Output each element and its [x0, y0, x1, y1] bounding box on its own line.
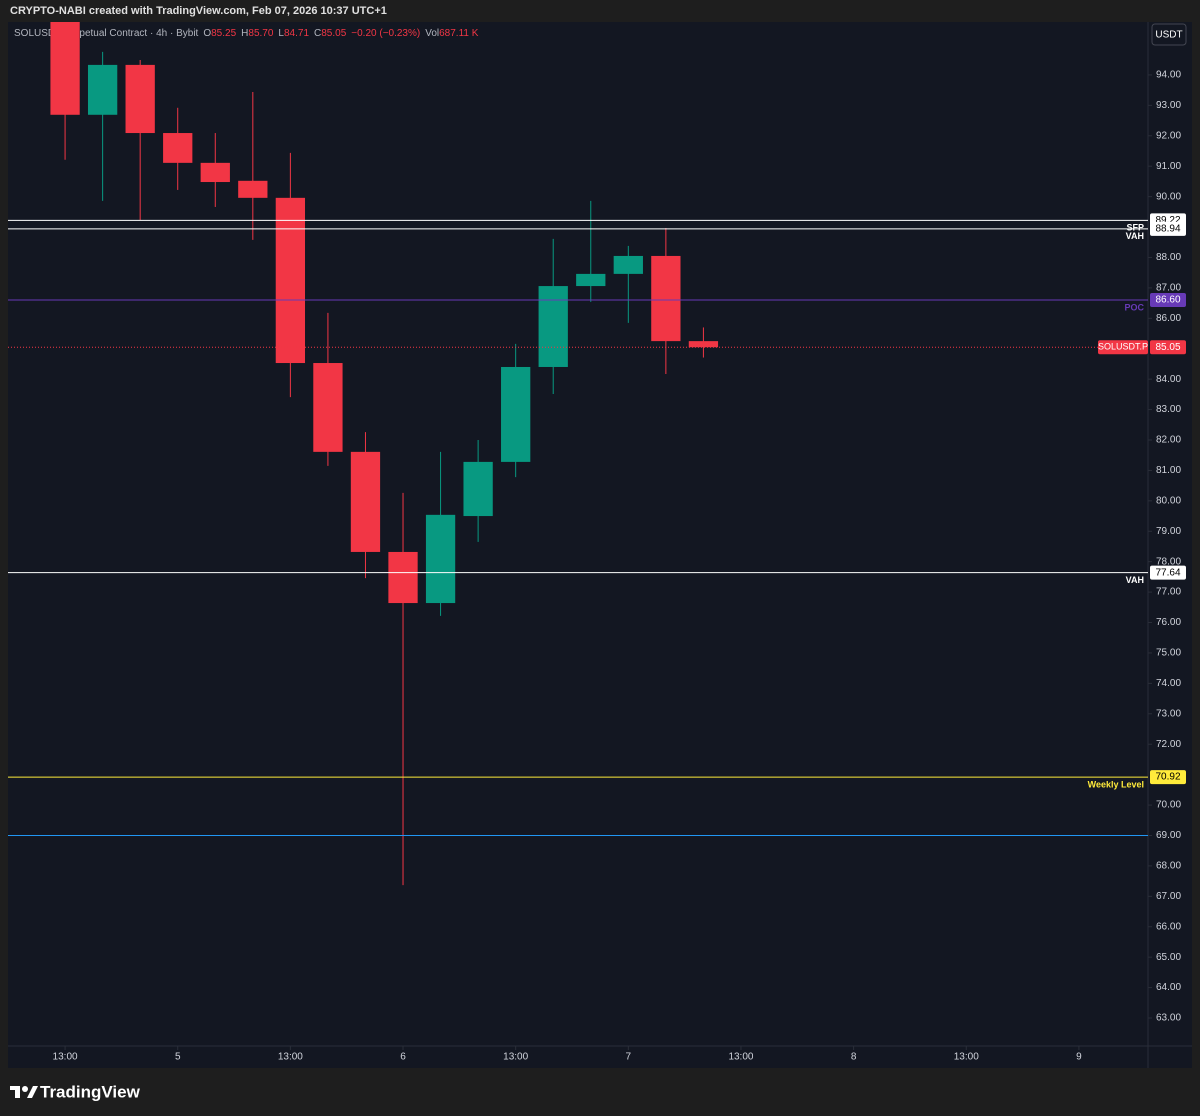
level-tag: SOLUSDT.P [1098, 342, 1148, 352]
candle-body [501, 366, 531, 462]
candle-body [200, 162, 230, 183]
legend-text: O [203, 28, 211, 39]
x-tick-label: 6 [400, 1052, 406, 1063]
y-tick-label: 65.00 [1156, 952, 1181, 963]
x-tick-label: 13:00 [954, 1052, 979, 1063]
legend-text: 85.25 [211, 28, 236, 39]
x-tick-label: 8 [851, 1052, 857, 1063]
currency[interactable]: USDT [1155, 30, 1182, 41]
price-label-box [1150, 340, 1186, 355]
price-label-box [1150, 293, 1186, 308]
legend-text: Vol [425, 28, 439, 39]
legend-text: C [314, 28, 321, 39]
level-name: VAH [1126, 575, 1144, 585]
legend-text: 687.11 K [439, 28, 479, 39]
legend-text: 85.70 [248, 28, 273, 39]
candle-body [350, 451, 381, 552]
x-tick-label: 5 [175, 1052, 181, 1063]
x-tick-label: 13:00 [53, 1052, 78, 1063]
y-tick-label: 72.00 [1156, 739, 1181, 750]
y-tick-label: 79.00 [1156, 526, 1181, 537]
y-tick-label: 88.00 [1156, 252, 1181, 263]
y-tick-label: 73.00 [1156, 708, 1181, 719]
candle-body [651, 255, 681, 342]
currency-button[interactable] [1151, 23, 1187, 46]
candle-body [688, 341, 719, 348]
price-label: 70.92 [1155, 772, 1180, 783]
legend-text: H [241, 28, 248, 39]
price-label-box [1150, 221, 1186, 236]
y-tick-label: 80.00 [1156, 495, 1181, 506]
x-tick-label: 9 [1076, 1052, 1082, 1063]
y-tick-label: 67.00 [1156, 891, 1181, 902]
candle-body [463, 461, 493, 517]
price-label-box [1150, 565, 1186, 580]
candle-body [538, 286, 568, 367]
candle-body [313, 363, 343, 452]
candle-body [425, 514, 456, 604]
level-tag-box [1098, 340, 1148, 355]
price-label: 89.22 [1155, 215, 1180, 226]
attribution: CRYPTO-NABI created with TradingView.com… [10, 5, 387, 17]
level-name: Weekly Level [1088, 779, 1144, 789]
price-label: 85.05 [1155, 342, 1180, 353]
candle-body [163, 133, 193, 163]
legend-text: 84.71 [284, 28, 309, 39]
y-tick-label: 83.00 [1156, 404, 1181, 415]
level-name: SFP [1126, 223, 1144, 233]
y-tick-label: 70.00 [1156, 800, 1181, 811]
y-tick-label: 93.00 [1156, 100, 1181, 111]
y-tick-label: 66.00 [1156, 921, 1181, 932]
legend-text: −0.20 (−0.23%) [351, 28, 420, 39]
candle-body [275, 197, 306, 364]
level-name: POC [1124, 302, 1144, 312]
price-label-box [1150, 770, 1186, 785]
candle-body [87, 64, 118, 115]
logo-text: TradingView [40, 1082, 141, 1101]
y-tick-label: 74.00 [1156, 678, 1181, 689]
y-tick-label: 87.00 [1156, 283, 1181, 294]
y-tick-label: 90.00 [1156, 191, 1181, 202]
level-name: VAH [1126, 231, 1144, 241]
price-label: 86.60 [1155, 295, 1180, 306]
chart-legend: SOLUSDT Perpetual Contract · 4h · Bybit O… [14, 28, 479, 39]
y-tick-label: 86.00 [1156, 313, 1181, 324]
y-tick-label: 64.00 [1156, 982, 1181, 993]
x-tick-label: 13:00 [728, 1052, 753, 1063]
legend-text: SOLUSDT Perpetual Contract · 4h · Bybit [14, 28, 199, 39]
price-label: 88.94 [1155, 224, 1180, 235]
x-tick-label: 13:00 [503, 1052, 528, 1063]
chart-panel [8, 22, 1192, 1068]
y-tick-label: 92.00 [1156, 130, 1181, 141]
y-tick-label: 76.00 [1156, 617, 1181, 628]
y-tick-label: 69.00 [1156, 830, 1181, 841]
price-label: 77.64 [1155, 567, 1180, 578]
candle-body [613, 255, 643, 274]
y-tick-label: 91.00 [1156, 161, 1181, 172]
plot-area [50, 22, 719, 886]
y-tick-label: 82.00 [1156, 435, 1181, 446]
candle-body [576, 273, 606, 287]
x-tick-label: 13:00 [278, 1052, 303, 1063]
y-tick-label: 68.00 [1156, 861, 1181, 872]
x-tick-label: 7 [626, 1052, 632, 1063]
candle-body [50, 22, 80, 115]
y-tick-label: 77.00 [1156, 587, 1181, 598]
y-tick-label: 81.00 [1156, 465, 1181, 476]
logo-icon [10, 1086, 38, 1098]
y-tick-label: 94.00 [1156, 70, 1181, 81]
y-tick-label: 75.00 [1156, 648, 1181, 659]
candle-body [388, 551, 418, 604]
legend-text: L [278, 28, 284, 39]
legend-text: 85.05 [321, 28, 346, 39]
y-tick-label: 78.00 [1156, 556, 1181, 567]
y-tick-label: 63.00 [1156, 1013, 1181, 1024]
y-tick-label: 84.00 [1156, 374, 1181, 385]
candle-body [125, 64, 155, 134]
candle-body [238, 180, 268, 198]
